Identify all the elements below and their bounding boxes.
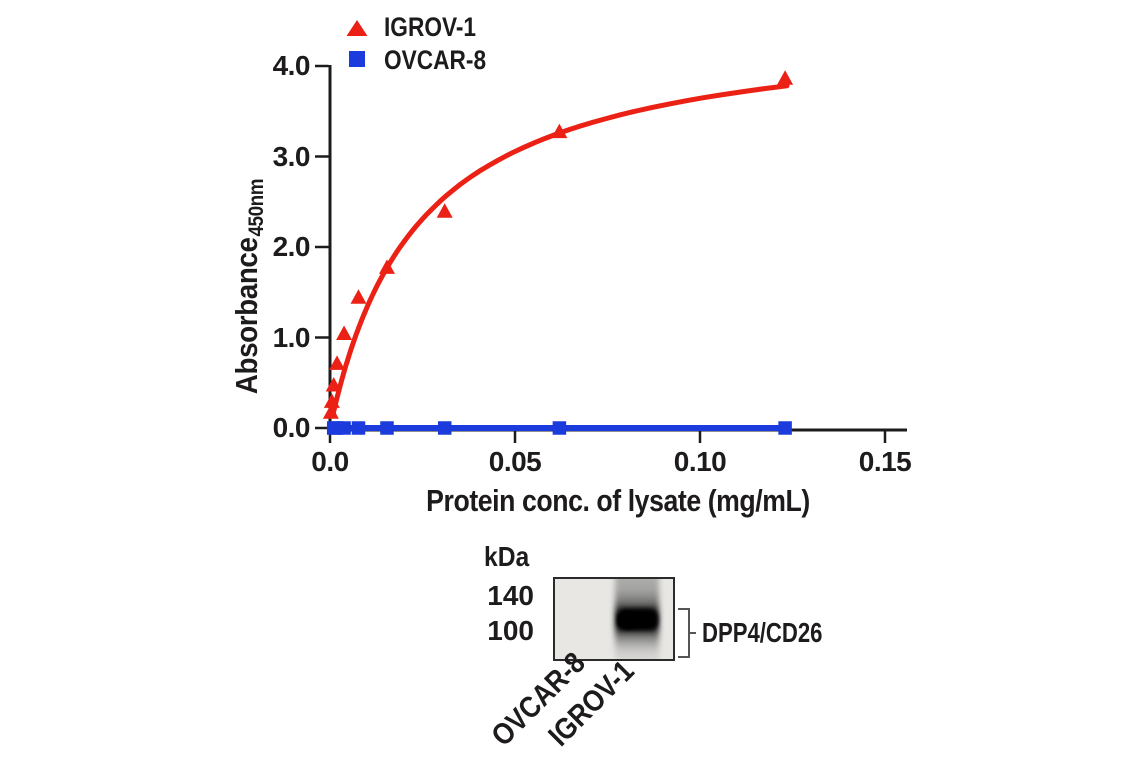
data-point-ovcar-8	[337, 421, 351, 435]
y-tick-label-1: 1.0	[272, 322, 311, 353]
data-point-igrov-1	[551, 123, 568, 139]
data-point-igrov-1	[323, 393, 340, 408]
data-point-ovcar-8	[552, 421, 567, 435]
x-tick-label-0: 0.0	[311, 446, 349, 477]
data-point-igrov-1	[777, 70, 794, 85]
data-point-igrov-1	[329, 355, 346, 370]
data-point-igrov-1	[350, 289, 367, 304]
y-tick-label-0: 0.0	[272, 412, 311, 443]
blot-band-bracket	[678, 608, 696, 658]
x-tick-label-010: 0.10	[673, 446, 727, 477]
x-tick-label-005: 0.05	[488, 446, 542, 477]
x-tick-label-015: 0.15	[858, 446, 912, 477]
data-point-igrov-1	[336, 325, 353, 340]
kda-unit-label: kDa	[484, 541, 530, 572]
data-point-igrov-1	[325, 377, 342, 392]
mw-marker-100: 100	[487, 615, 534, 646]
western-blot-image	[553, 577, 675, 661]
y-tick-label-4: 4.0	[272, 50, 311, 81]
data-point-igrov-1	[322, 404, 339, 419]
data-point-ovcar-8	[437, 421, 452, 435]
data-point-igrov-1	[436, 203, 453, 218]
data-point-ovcar-8	[778, 421, 792, 435]
legend-label-igrov-1: IGROV-1	[384, 12, 477, 42]
data-point-ovcar-8	[380, 421, 394, 435]
y-tick-label-3: 3.0	[272, 141, 311, 172]
legend-label-ovcar-8: OVCAR-8	[384, 45, 487, 75]
x-axis-title: Protein conc. of lysate (mg/mL)	[426, 483, 810, 518]
data-point-igrov-1	[378, 259, 395, 274]
legend-triangle-icon	[346, 20, 368, 36]
blot-band-dark-lobe	[618, 612, 638, 629]
data-point-ovcar-8	[351, 421, 366, 435]
y-tick-label-2: 2.0	[272, 231, 311, 262]
blot-band-label: DPP4/CD26	[702, 617, 823, 648]
y-axis-title-subscript: 450nm	[245, 178, 268, 237]
y-axis-title: Absorbance450nm	[227, 143, 268, 431]
fit-curve-igrov-1	[330, 83, 790, 418]
legend-square-icon	[349, 51, 365, 67]
mw-marker-140: 140	[487, 580, 534, 611]
y-axis-title-main: Absorbance	[229, 237, 264, 395]
